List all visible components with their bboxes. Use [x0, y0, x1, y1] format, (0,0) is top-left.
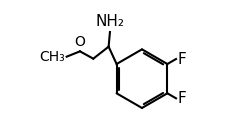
Text: F: F — [178, 52, 186, 67]
Text: NH₂: NH₂ — [96, 14, 124, 29]
Text: CH₃: CH₃ — [40, 50, 65, 64]
Text: F: F — [178, 91, 186, 106]
Text: O: O — [75, 35, 85, 49]
